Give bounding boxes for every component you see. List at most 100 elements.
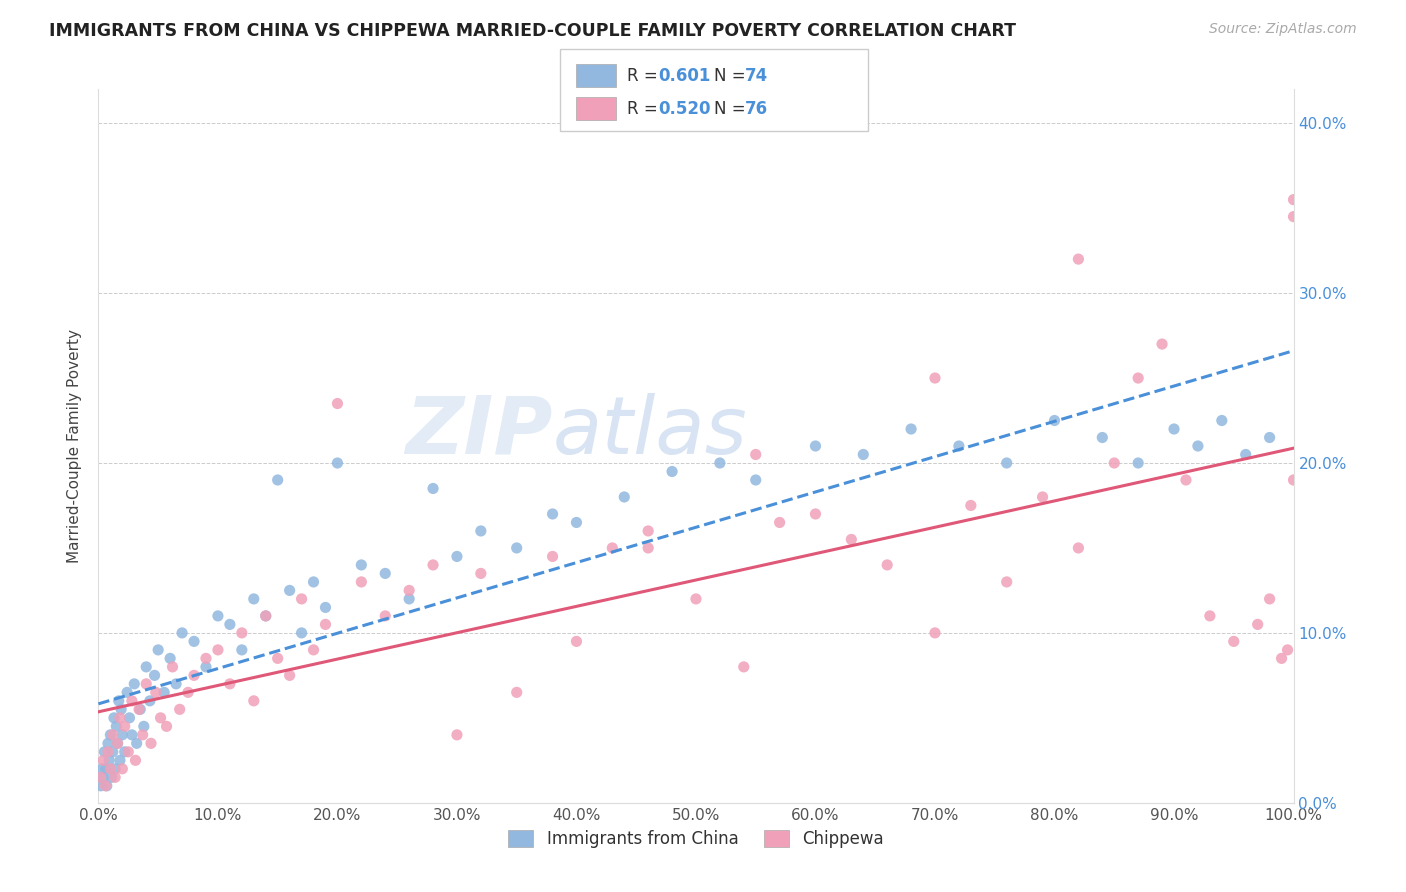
Text: IMMIGRANTS FROM CHINA VS CHIPPEWA MARRIED-COUPLE FAMILY POVERTY CORRELATION CHAR: IMMIGRANTS FROM CHINA VS CHIPPEWA MARRIE… — [49, 22, 1017, 40]
Point — [121, 728, 143, 742]
Point — [231, 643, 253, 657]
Point — [97, 745, 120, 759]
Point — [852, 448, 875, 462]
Point — [98, 753, 121, 767]
Point — [135, 677, 157, 691]
Point — [207, 643, 229, 657]
Point — [733, 660, 755, 674]
Point — [1247, 617, 1270, 632]
Point — [91, 753, 114, 767]
Point — [565, 634, 588, 648]
Point — [96, 779, 118, 793]
Point — [94, 762, 117, 776]
Point — [121, 694, 143, 708]
Legend: Immigrants from China, Chippewa: Immigrants from China, Chippewa — [502, 823, 890, 855]
Point — [1152, 337, 1174, 351]
Point — [374, 608, 396, 623]
Point — [177, 685, 200, 699]
Point — [1043, 413, 1066, 427]
Point — [169, 702, 191, 716]
Point — [104, 770, 127, 784]
Point — [637, 541, 659, 555]
Point — [291, 626, 314, 640]
Point — [207, 608, 229, 623]
Point — [94, 779, 117, 793]
Point — [876, 558, 898, 572]
Point — [101, 728, 124, 742]
Point — [948, 439, 970, 453]
Point — [104, 762, 127, 776]
Point — [143, 668, 166, 682]
Point — [278, 668, 301, 682]
Point — [1199, 608, 1222, 623]
Point — [267, 473, 290, 487]
Point — [183, 668, 205, 682]
Point — [162, 660, 184, 674]
Point — [1223, 634, 1246, 648]
Point — [1067, 541, 1090, 555]
Point — [149, 711, 172, 725]
Point — [1067, 252, 1090, 266]
Point — [398, 591, 420, 606]
Point — [506, 541, 529, 555]
Point — [108, 711, 131, 725]
Point — [155, 719, 177, 733]
Point — [745, 473, 768, 487]
Point — [398, 583, 420, 598]
Point — [93, 745, 115, 759]
Point — [165, 677, 187, 691]
Point — [804, 439, 827, 453]
Point — [128, 702, 150, 716]
Point — [124, 753, 146, 767]
Point — [219, 677, 242, 691]
Point — [1258, 591, 1281, 606]
Point — [315, 617, 337, 632]
Point — [108, 753, 131, 767]
Point — [995, 456, 1018, 470]
Point — [111, 728, 134, 742]
Point — [1163, 422, 1185, 436]
Point — [1128, 456, 1150, 470]
Point — [613, 490, 636, 504]
Text: N =: N = — [714, 67, 751, 85]
Point — [183, 634, 205, 648]
Text: R =: R = — [627, 100, 664, 118]
Point — [470, 566, 492, 581]
Text: atlas: atlas — [553, 392, 748, 471]
Point — [117, 745, 139, 759]
Point — [804, 507, 827, 521]
Point — [541, 507, 564, 521]
Point — [637, 524, 659, 538]
Point — [115, 685, 138, 699]
Y-axis label: Married-Couple Family Poverty: Married-Couple Family Poverty — [67, 329, 83, 563]
Point — [124, 677, 146, 691]
Point — [1128, 371, 1150, 385]
Text: Source: ZipAtlas.com: Source: ZipAtlas.com — [1209, 22, 1357, 37]
Point — [195, 660, 218, 674]
Point — [900, 422, 922, 436]
Point — [267, 651, 290, 665]
Point — [745, 448, 768, 462]
Point — [709, 456, 731, 470]
Point — [254, 608, 277, 623]
Point — [350, 558, 373, 572]
Point — [153, 685, 176, 699]
Point — [769, 516, 792, 530]
Point — [291, 591, 314, 606]
Point — [139, 736, 162, 750]
Point — [422, 558, 444, 572]
Point — [243, 694, 266, 708]
Point — [1234, 448, 1257, 462]
Point — [1091, 430, 1114, 444]
Point — [125, 736, 148, 750]
Point — [148, 643, 170, 657]
Point — [302, 643, 325, 657]
Point — [114, 719, 136, 733]
Point — [91, 762, 114, 776]
Point — [91, 770, 114, 784]
Point — [1271, 651, 1294, 665]
Point — [145, 685, 167, 699]
Point — [243, 591, 266, 606]
Point — [118, 711, 141, 725]
Point — [98, 728, 122, 742]
